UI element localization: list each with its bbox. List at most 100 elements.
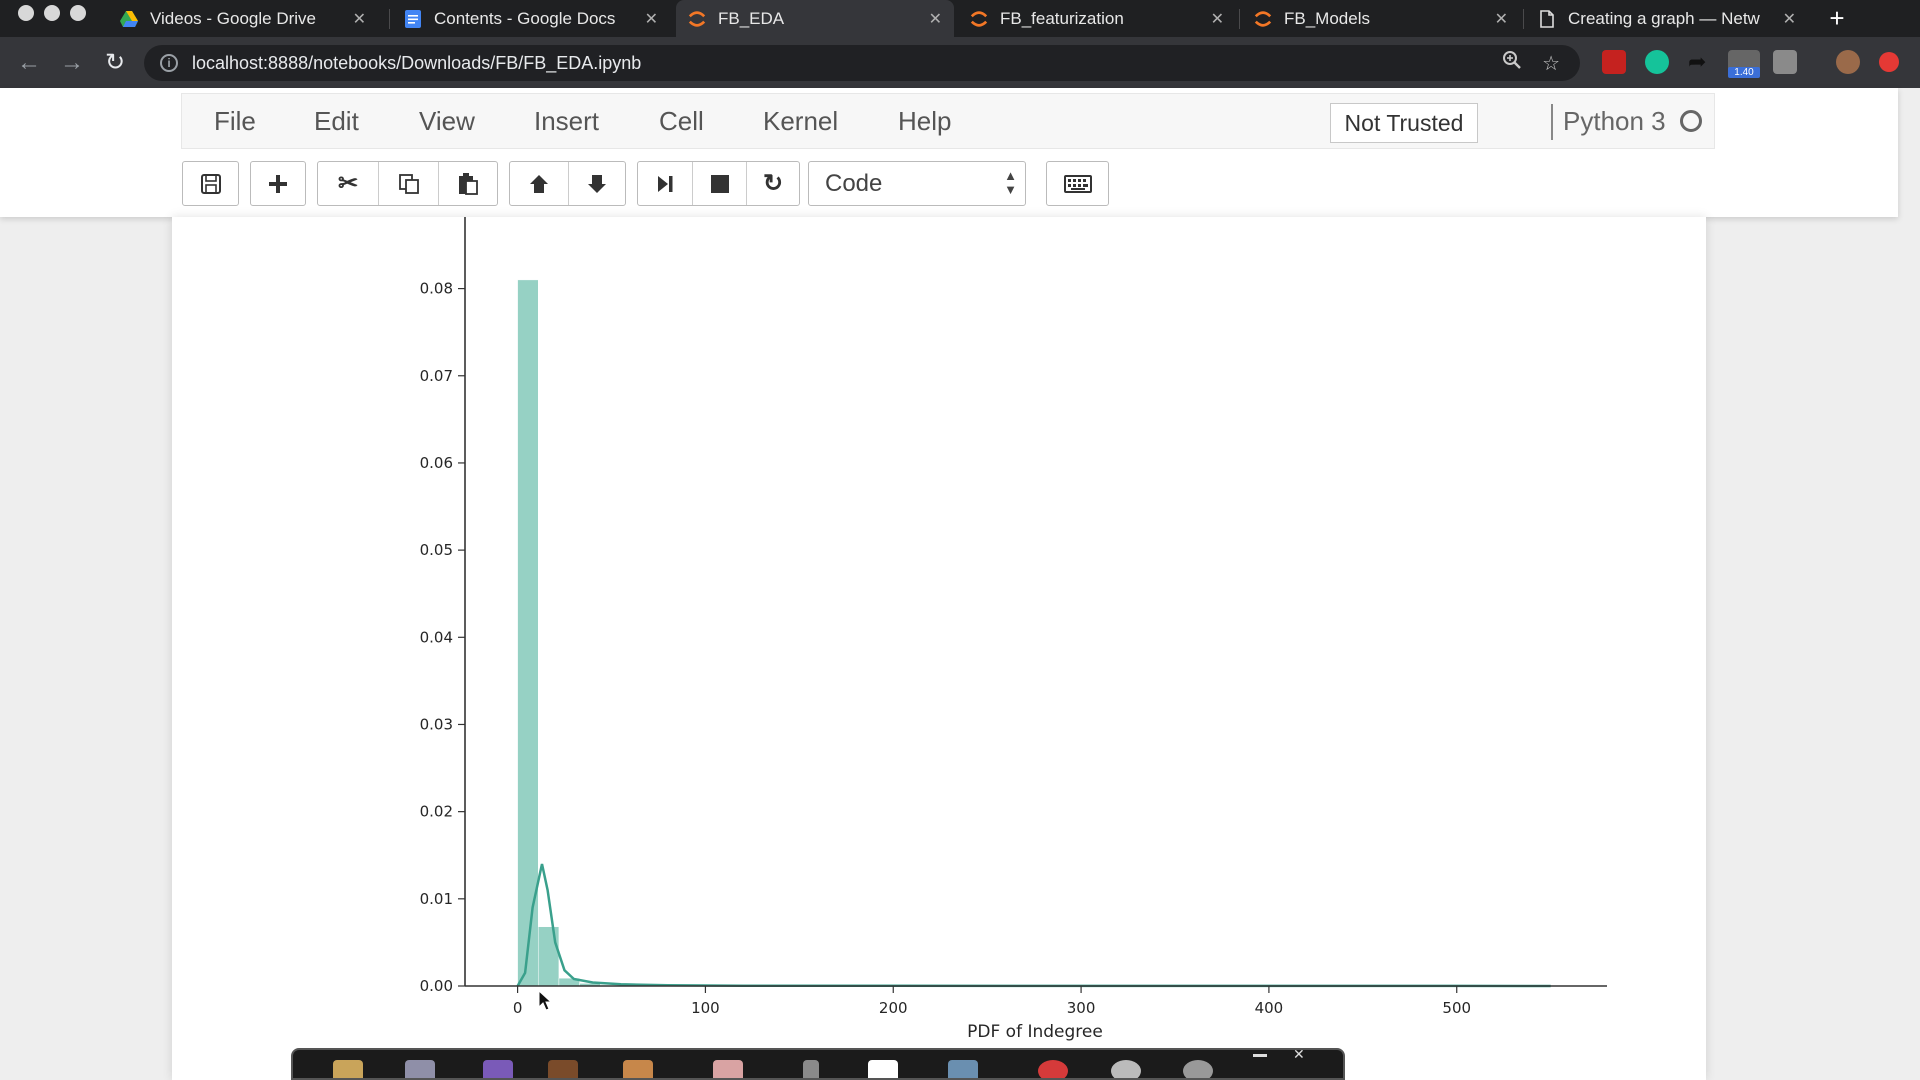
url-text[interactable]: localhost:8888/notebooks/Downloads/FB/FB… — [192, 53, 1502, 74]
menu-edit[interactable]: Edit — [314, 106, 359, 137]
paste-icon[interactable] — [439, 162, 497, 205]
insert-cell-button[interactable] — [250, 161, 306, 206]
tab-title: FB_Models — [1284, 9, 1487, 29]
browser-tab-videos[interactable]: Videos - Google Drive ✕ — [108, 0, 378, 37]
kernel-divider — [1551, 104, 1553, 140]
run-control-group: ↻ — [637, 161, 800, 206]
keyboard-icon — [1047, 162, 1108, 205]
gmail-extension-icon[interactable] — [1602, 50, 1626, 74]
notebook-page: 0.00 0.01 0.02 0.03 0.04 0.05 0.06 0.07 0.08 0 10… — [172, 217, 1706, 1080]
browser-tab-fb-models[interactable]: FB_Models ✕ — [1242, 0, 1520, 37]
histogram-bar — [538, 927, 559, 986]
dock-folder-icon[interactable] — [333, 1060, 363, 1080]
tab-divider — [1523, 9, 1524, 29]
kde-line — [518, 864, 1551, 986]
jupyter-icon — [970, 10, 988, 28]
jupyter-header: File Edit View Insert Cell Kernel Help N… — [0, 88, 1898, 217]
y-tick-label: 0.02 — [420, 803, 453, 821]
pdf-indegree-plot: 0.00 0.01 0.02 0.03 0.04 0.05 0.06 0.07 0.08 0 10… — [172, 217, 1706, 1080]
stop-icon[interactable] — [693, 162, 746, 205]
dock-pencil-icon[interactable] — [623, 1060, 653, 1080]
y-tick-label: 0.03 — [420, 715, 453, 733]
dock-close-icon[interactable]: ✕ — [1293, 1048, 1305, 1063]
reload-icon[interactable]: ↻ — [98, 46, 132, 80]
arrow-down-icon[interactable] — [569, 162, 625, 205]
window-close-button[interactable] — [18, 5, 34, 21]
browser-tab-fb-eda[interactable]: FB_EDA ✕ — [676, 0, 954, 37]
close-icon[interactable]: ✕ — [1783, 9, 1796, 29]
browser-tab-strip: Videos - Google Drive ✕ Contents - Googl… — [0, 0, 1920, 37]
x-tick-label: 100 — [691, 999, 720, 1017]
y-tick-label: 0.08 — [420, 280, 453, 298]
window-minimize-button[interactable] — [44, 5, 60, 21]
move-cell-group — [509, 161, 626, 206]
restart-icon[interactable]: ↻ — [747, 162, 799, 205]
dock-pointer-icon[interactable] — [803, 1060, 819, 1080]
dock-brush-icon[interactable] — [548, 1060, 578, 1080]
new-tab-button[interactable]: + — [1822, 3, 1852, 33]
dock-eyedropper-icon[interactable] — [948, 1060, 978, 1080]
dock-whiteboard-icon[interactable] — [868, 1060, 898, 1080]
back-arrow-icon[interactable]: ← — [12, 46, 46, 80]
close-icon[interactable]: ✕ — [645, 9, 658, 29]
browser-tab-contents[interactable]: Contents - Google Docs ✕ — [392, 0, 670, 37]
extension-with-badge-icon[interactable]: 1.40 — [1728, 50, 1760, 74]
site-info-icon[interactable]: i — [160, 54, 178, 72]
scissors-icon[interactable]: ✂ — [318, 162, 378, 205]
window-zoom-button[interactable] — [70, 5, 86, 21]
menu-cell[interactable]: Cell — [659, 106, 704, 137]
menu-view[interactable]: View — [419, 106, 475, 137]
trust-status-button[interactable]: Not Trusted — [1330, 103, 1478, 143]
cell-type-value: Code — [825, 170, 882, 197]
screen-annotation-dock: ✕ — [291, 1048, 1345, 1080]
jupyter-icon — [1254, 10, 1272, 28]
x-tick-label: 400 — [1255, 999, 1284, 1017]
menu-insert[interactable]: Insert — [534, 106, 599, 137]
cell-type-select[interactable]: Code ▲ ▼ — [808, 161, 1026, 206]
update-alert-icon[interactable] — [1879, 52, 1899, 72]
tab-divider — [389, 9, 390, 29]
dock-settings-gear-icon[interactable] — [1183, 1060, 1213, 1080]
zoom-icon[interactable] — [1502, 50, 1522, 76]
dock-clipboard-icon[interactable] — [405, 1060, 435, 1080]
copy-icon[interactable] — [379, 162, 438, 205]
jupyter-icon — [688, 10, 706, 28]
menu-file[interactable]: File — [214, 106, 256, 137]
y-tick-label: 0.01 — [420, 890, 453, 908]
dock-marker-icon[interactable] — [483, 1060, 513, 1080]
mouse-cursor-icon — [538, 990, 554, 1012]
grammarly-extension-icon[interactable] — [1645, 50, 1669, 74]
y-tick-label: 0.05 — [420, 541, 453, 559]
select-arrows-icon: ▲ ▼ — [1004, 169, 1017, 197]
keyboard-shortcuts-button[interactable] — [1046, 161, 1109, 206]
tab-title: Creating a graph — Netw — [1568, 9, 1775, 29]
run-step-icon[interactable] — [638, 162, 692, 205]
google-docs-icon — [404, 10, 422, 28]
share-arrow-extension-icon[interactable]: ➦ — [1688, 50, 1712, 74]
close-icon[interactable]: ✕ — [1495, 9, 1508, 29]
tab-title: Contents - Google Docs — [434, 9, 637, 29]
bookmark-star-icon[interactable]: ☆ — [1542, 51, 1560, 76]
save-button[interactable] — [182, 161, 239, 206]
close-icon[interactable]: ✕ — [353, 9, 366, 29]
menu-help[interactable]: Help — [898, 106, 951, 137]
tab-title: Videos - Google Drive — [150, 9, 345, 29]
document-icon — [1538, 10, 1556, 28]
google-drive-icon — [120, 10, 138, 28]
forward-arrow-icon[interactable]: → — [55, 46, 89, 80]
dock-minimize-icon[interactable] — [1253, 1054, 1267, 1057]
menu-kernel[interactable]: Kernel — [763, 106, 838, 137]
dock-camera-icon[interactable] — [1111, 1060, 1141, 1080]
arrow-up-icon[interactable] — [510, 162, 568, 205]
tab-divider — [1239, 9, 1240, 29]
browser-toolbar: ← → ↻ i localhost:8888/notebooks/Downloa… — [0, 37, 1920, 88]
browser-tab-fb-featurization[interactable]: FB_featurization ✕ — [958, 0, 1236, 37]
dock-record-icon[interactable] — [1038, 1060, 1068, 1080]
dock-eraser-icon[interactable] — [713, 1060, 743, 1080]
browser-tab-creating-graph[interactable]: Creating a graph — Netw ✕ — [1526, 0, 1808, 37]
close-icon[interactable]: ✕ — [929, 9, 942, 29]
facebook-extension-icon[interactable] — [1773, 50, 1797, 74]
address-bar[interactable]: i localhost:8888/notebooks/Downloads/FB/… — [144, 45, 1580, 81]
close-icon[interactable]: ✕ — [1211, 9, 1224, 29]
profile-avatar[interactable] — [1836, 50, 1860, 74]
